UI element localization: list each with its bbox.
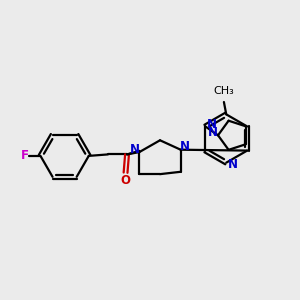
Text: N: N	[228, 158, 238, 171]
Text: N: N	[208, 126, 218, 140]
Text: CH₃: CH₃	[213, 86, 234, 96]
Text: F: F	[21, 149, 29, 162]
Text: N: N	[130, 142, 140, 156]
Text: O: O	[120, 174, 130, 187]
Text: N: N	[180, 140, 190, 153]
Text: N: N	[207, 118, 217, 131]
